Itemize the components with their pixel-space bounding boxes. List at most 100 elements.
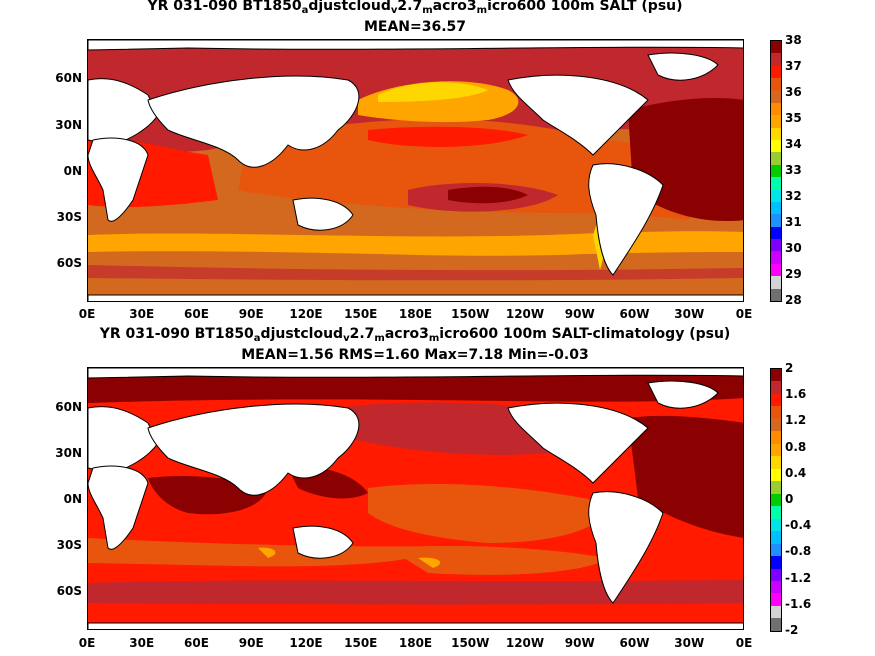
panel1-colorbar-label: 34 (785, 137, 802, 151)
panel2-colorbar-swatch (771, 443, 781, 457)
panel1-colorbar-label: 38 (785, 33, 802, 47)
panel2-lon-tick-1: 30E (129, 636, 155, 650)
panel1-colorbar-label: 29 (785, 267, 802, 281)
panel2-colorbar-label: 0.8 (785, 439, 807, 454)
panel1-title: YR 031-090 BT1850adjustcloudv2.7macro3mi… (147, 0, 683, 16)
panel1-colorbar (770, 40, 782, 302)
panel1-lon-tick-2: 60E (184, 307, 209, 321)
panel2-colorbar-label: 0 (785, 492, 794, 506)
panel1-lon-tick-10: 60W (619, 307, 650, 321)
panel2-colorbar-swatch (771, 493, 781, 507)
salinity-bias-map-plot (88, 368, 743, 629)
panel2-colorbar-label: -0.4 (785, 518, 812, 533)
lat-tick-60s-2: 60S (56, 584, 82, 598)
lat-tick-60n-2: 60N (55, 400, 82, 414)
panel2-colorbar-swatch (771, 568, 781, 581)
lat-tick-60s: 60S (56, 256, 82, 270)
panel1-colorbar-swatch (771, 53, 781, 66)
panel1-lon-tick-6: 180E (398, 307, 433, 321)
panel1-colorbar-swatch (771, 239, 781, 252)
lat-tick-0n: 0N (63, 164, 82, 178)
panel1-lon-tick-3: 90E (238, 307, 264, 321)
panel2-subtitle: MEAN=1.56 RMS=1.60 Max=7.18 Min=-0.03 (241, 347, 589, 363)
panel1-lon-tick-4: 120E (289, 307, 323, 321)
panel1-colorbar-label: 33 (785, 163, 802, 177)
panel1-colorbar-swatch (771, 41, 781, 54)
panel2-colorbar-swatch (771, 593, 781, 606)
panel1-colorbar-swatch (771, 251, 781, 264)
panel1-lon-tick-7: 150W (451, 307, 490, 321)
panel1-colorbar-swatch (771, 78, 781, 91)
panel2-colorbar-label: 1.2 (785, 413, 807, 428)
panel1-colorbar-label: 35 (785, 111, 802, 125)
panel1-colorbar-swatch (771, 214, 781, 227)
panel1-colorbar-swatch (771, 177, 781, 190)
panel1-colorbar-swatch (771, 201, 781, 215)
panel2-colorbar-label: -2 (785, 623, 799, 637)
panel2-lon-tick-11: 30W (674, 636, 705, 650)
panel1-subtitle: MEAN=36.57 (363, 19, 467, 35)
panel1-colorbar-swatch (771, 189, 781, 202)
panel2-lon-tick-3: 90E (238, 636, 264, 650)
panel1-colorbar-label: 31 (785, 215, 802, 229)
panel1-lon-tick-0: 0E (78, 307, 96, 321)
panel2-colorbar-label: -1.6 (785, 596, 812, 611)
panel2-colorbar-swatch (771, 605, 781, 619)
panel2-lon-tick-0: 0E (78, 636, 96, 650)
panel1-colorbar-swatch (771, 140, 781, 153)
panel2-colorbar-label: -1.2 (785, 570, 812, 585)
lat-tick-30s-2: 30S (56, 538, 82, 552)
panel2-colorbar-swatch (771, 431, 781, 444)
panel2-lon-tick-6: 180E (398, 636, 433, 650)
panel1-colorbar-label: 32 (785, 189, 802, 203)
panel2-colorbar-swatch (771, 518, 781, 532)
panel2-colorbar-swatch (771, 481, 781, 494)
panel1-lon-tick-12: 0E (735, 307, 753, 321)
lat-tick-30s: 30S (56, 210, 82, 224)
panel2-colorbar-label: -0.8 (785, 544, 812, 559)
panel2-colorbar-swatch (771, 506, 781, 519)
panel1-colorbar-label: 30 (785, 241, 802, 255)
panel2-lon-tick-8: 120W (505, 636, 545, 650)
panel1-colorbar-swatch (771, 102, 781, 116)
panel1-lon-tick-8: 120W (505, 307, 545, 321)
panel2-lon-tick-2: 60E (184, 636, 209, 650)
panel2-lon-tick-7: 150W (451, 636, 490, 650)
panel1-colorbar-label: 37 (785, 59, 802, 73)
panel1-colorbar-swatch (771, 115, 781, 128)
panel2-colorbar-swatch (771, 456, 781, 469)
panel2-lon-tick-5: 150E (344, 636, 378, 650)
panel1-colorbar-swatch (771, 90, 781, 103)
panel1-colorbar-swatch (771, 226, 781, 239)
lat-tick-60n: 60N (55, 71, 82, 85)
lat-tick-0n-2: 0N (63, 492, 82, 506)
panel2-colorbar-swatch (771, 543, 781, 557)
panel1-colorbar-swatch (771, 164, 781, 178)
panel2-colorbar-swatch (771, 468, 781, 482)
panel2-colorbar-label: 0.4 (785, 465, 807, 480)
panel1-lon-tick-1: 30E (129, 307, 155, 321)
panel1-lon-tick-9: 90W (564, 307, 595, 321)
panel2-lon-tick-12: 0E (735, 636, 753, 650)
lat-tick-30n-2: 30N (55, 446, 82, 460)
salinity-map-plot (88, 40, 743, 301)
panel2-colorbar-label: 1.6 (785, 387, 807, 402)
panel2-lon-tick-4: 120E (289, 636, 323, 650)
panel1-lon-tick-5: 150E (344, 307, 378, 321)
panel2-colorbar-swatch (771, 618, 781, 631)
panel2-lon-tick-9: 90W (564, 636, 595, 650)
panel1-colorbar-swatch (771, 263, 781, 277)
panel2-colorbar-swatch (771, 406, 781, 419)
panel1-colorbar-label: 28 (785, 293, 802, 307)
panel2-colorbar-swatch (771, 393, 781, 407)
panel2-colorbar-swatch (771, 369, 781, 382)
panel2-colorbar-label: 2 (785, 361, 794, 375)
panel2-title: YR 031-090 BT1850adjustcloudv2.7macro3mi… (99, 326, 731, 344)
salinity-bias-map (87, 367, 744, 630)
panel2-colorbar-swatch (771, 556, 781, 569)
panel2-colorbar-swatch (771, 531, 781, 544)
panel1-colorbar-swatch (771, 288, 781, 301)
panel1-colorbar-swatch (771, 152, 781, 165)
panel1-colorbar-swatch (771, 276, 781, 289)
salinity-map (87, 39, 744, 302)
